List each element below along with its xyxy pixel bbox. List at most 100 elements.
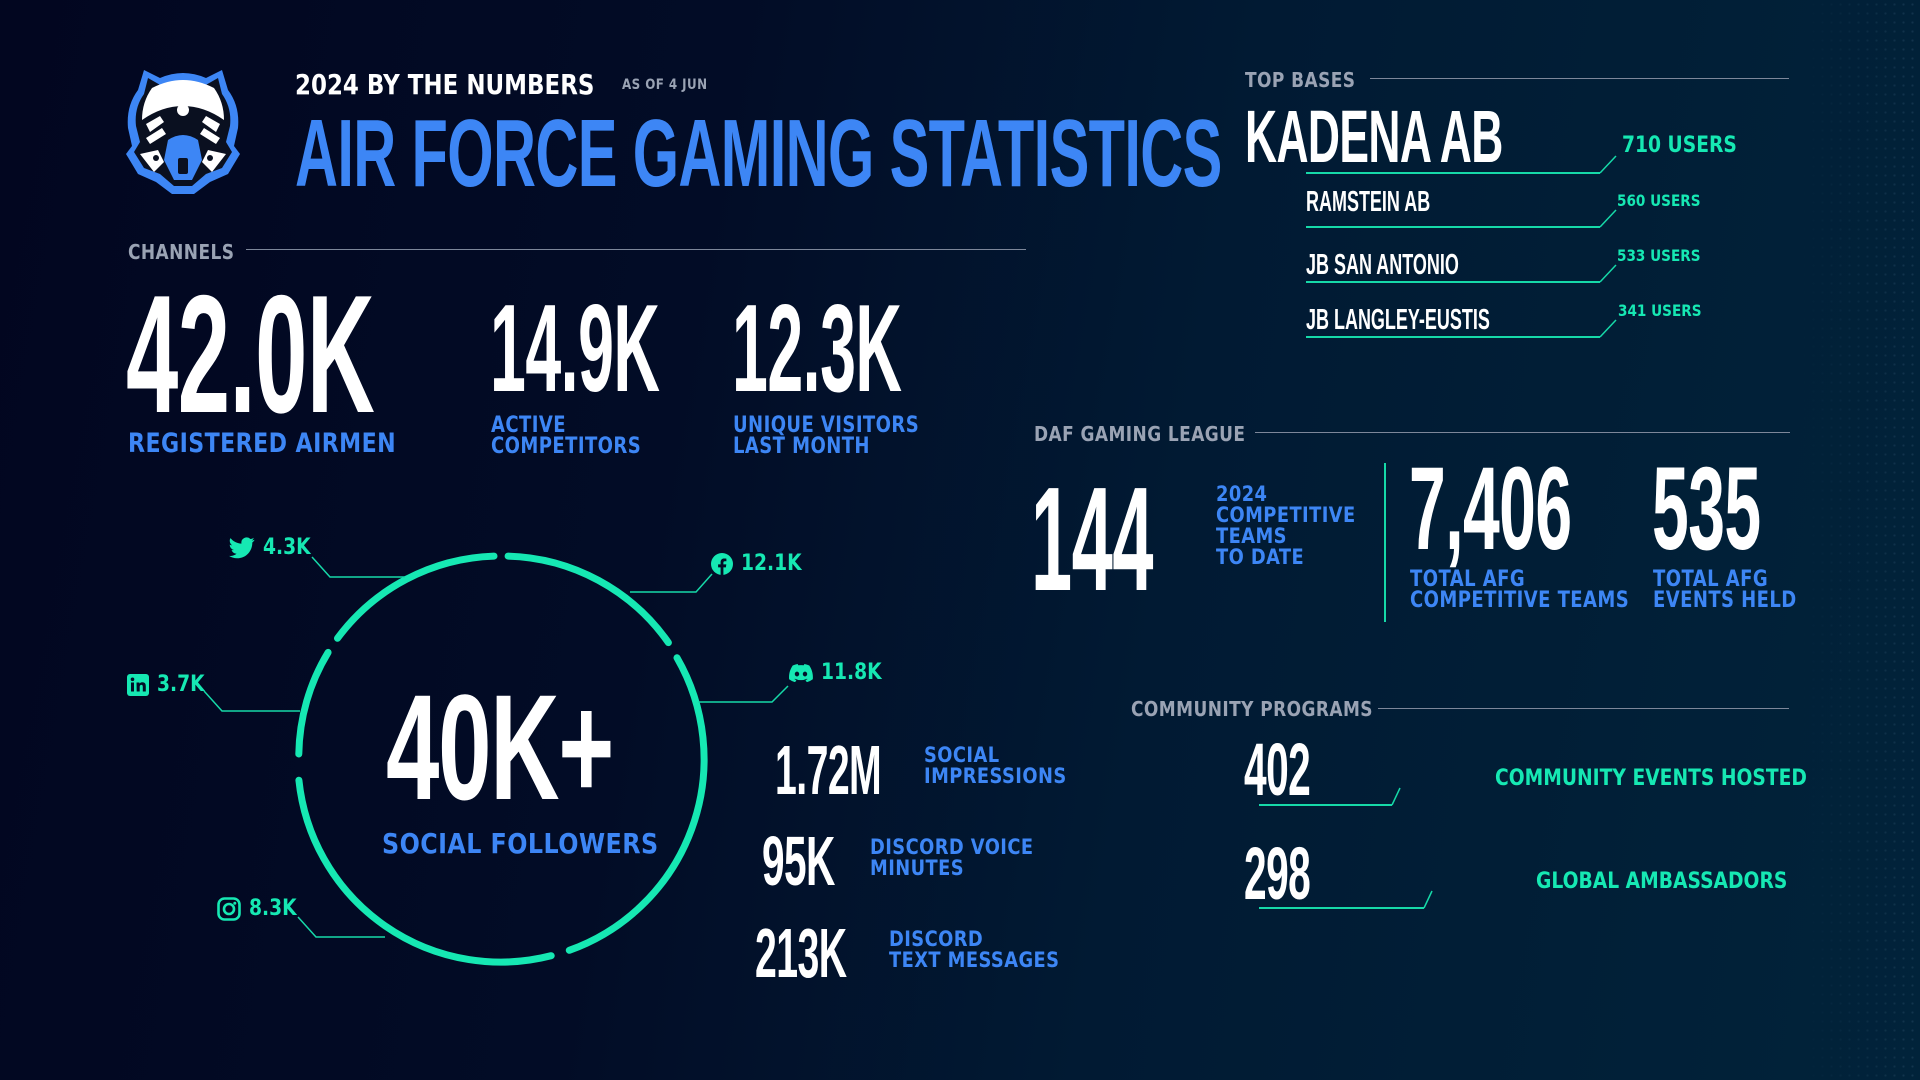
base-underline: [1306, 336, 1600, 338]
leader-discord: [698, 685, 789, 703]
base-users: 710 USERS: [1622, 133, 1737, 158]
stat-discord-text-label: DISCORD TEXT MESSAGES: [889, 928, 1090, 972]
as-of-date: AS OF 4 JUN: [622, 77, 708, 93]
leader-facebook: [630, 573, 713, 593]
stat-label-line: TO DATE: [1216, 545, 1305, 569]
channels-section-label-wrap: CHANNELS: [128, 240, 253, 264]
platform-linkedin: 3.7K: [127, 672, 213, 697]
channels-section-label: CHANNELS: [128, 240, 235, 264]
stat-value: 14.9K: [490, 280, 660, 418]
ring-segment-linkedin: [295, 648, 332, 758]
league-divider: [1255, 432, 1790, 433]
stat-unique-visitors: 12.3K: [732, 287, 1058, 411]
stat-discord-text: 213K: [755, 918, 918, 988]
league-label: DAF GAMING LEAGUE: [1034, 422, 1246, 446]
stat-label-line: MINUTES: [870, 856, 965, 880]
platform-value: 3.7K: [157, 672, 205, 697]
dot-texture: [1800, 0, 1920, 1080]
header-kicker: 2024 BY THE NUMBERS: [295, 68, 595, 101]
stat-community-events-label-wrap: COMMUNITY EVENTS HOSTED: [1495, 766, 1862, 791]
base-name: KADENA AB: [1245, 95, 1503, 178]
stat-value: 402: [1244, 728, 1311, 811]
stat-registered-airmen: 42.0K: [126, 270, 569, 438]
stat-label: GLOBAL AMBASSADORS: [1536, 869, 1788, 894]
base-underline: [1306, 281, 1600, 283]
stat-unique-visitors-label: UNIQUE VISITORS LAST MONTH: [733, 414, 960, 458]
linkedin-icon: [127, 673, 149, 696]
stat-discord-voice: 95K: [762, 826, 887, 896]
stat-2024-teams-label: 2024 COMPETITIVE TEAMS TO DATE: [1216, 483, 1380, 569]
stat-active-competitors: 14.9K: [490, 287, 816, 411]
top-bases-label-wrap: TOP BASES: [1245, 68, 1375, 92]
community-label: COMMUNITY PROGRAMS: [1131, 697, 1373, 721]
base-leader: [1599, 264, 1617, 283]
stat-value: 298: [1244, 832, 1311, 915]
twitter-icon: [229, 536, 255, 558]
base-row-1: KADENA AB: [1245, 100, 1675, 174]
channels-divider: [246, 249, 1026, 250]
stat-label-line: TOTAL AFG: [1653, 567, 1769, 592]
social-total-value: 40K+: [386, 663, 614, 831]
community-label-wrap: COMMUNITY PROGRAMS: [1131, 697, 1416, 721]
base-underline: [1306, 172, 1600, 174]
league-label-wrap: DAF GAMING LEAGUE: [1034, 422, 1283, 446]
base-leader: [1599, 319, 1617, 338]
base-leader: [1599, 155, 1617, 174]
stat-label: COMMUNITY EVENTS HOSTED: [1495, 766, 1807, 791]
page-title: AIR FORCE GAMING STATISTICS: [295, 100, 1222, 207]
stat-label: REGISTERED AIRMEN: [128, 428, 397, 459]
stat-label-line: TEAMS: [1216, 524, 1287, 548]
leader-instagram: [297, 916, 385, 938]
platform-twitter: 4.3K: [229, 535, 319, 560]
stat-label-line: TOTAL AFG: [1410, 567, 1526, 592]
ring-segment-twitter: [334, 552, 498, 642]
league-vertical-divider: [1384, 463, 1386, 622]
platform-discord: 11.8K: [789, 660, 892, 685]
ring-segment-facebook: [504, 552, 672, 647]
stat-label-line: DISCORD: [889, 927, 984, 951]
social-ring-graphic: [203, 552, 789, 966]
base-row-3: JB SAN ANTONIO: [1306, 251, 1553, 280]
stat-value: 7,406: [1409, 443, 1572, 575]
stat-underline: [1259, 907, 1424, 909]
social-total-label: SOCIAL FOLLOWERS: [382, 827, 659, 860]
stat-total-teams-label: TOTAL AFG COMPETITIVE TEAMS: [1410, 568, 1677, 612]
top-bases-label: TOP BASES: [1245, 68, 1356, 92]
leader-linkedin: [203, 690, 300, 712]
base-users: 341 USERS: [1618, 301, 1702, 320]
platform-value: 8.3K: [249, 896, 297, 921]
stat-total-teams: 7,406: [1409, 450, 1699, 568]
stat-underline: [1259, 804, 1392, 806]
stat-social-impressions: 1.72M: [775, 735, 965, 805]
stat-label-line: COMPETITIVE: [1216, 503, 1356, 527]
stat-label-line: 2024: [1216, 482, 1268, 506]
facebook-icon: [711, 552, 733, 575]
stat-value: 12.3K: [732, 280, 902, 418]
stat-global-ambassadors: 298: [1244, 837, 1364, 911]
platform-facebook: 12.1K: [711, 551, 812, 576]
base-underline: [1306, 226, 1600, 228]
stat-global-ambassadors-label-wrap: GLOBAL AMBASSADORS: [1536, 869, 1832, 894]
stat-value: 42.0K: [126, 260, 375, 448]
stat-label-line: DISCORD VOICE: [870, 835, 1034, 859]
base-users-2: 560 USERS: [1617, 191, 1715, 211]
base-users-1: 710 USERS: [1622, 133, 1757, 158]
base-users-4: 341 USERS: [1618, 301, 1716, 321]
stat-total-events: 535: [1652, 450, 1846, 568]
stat-leader: [1391, 787, 1401, 806]
base-row-2: RAMSTEIN AB: [1306, 188, 1506, 217]
base-users: 560 USERS: [1617, 191, 1701, 210]
ring-segment-discord: [565, 654, 708, 954]
base-users: 533 USERS: [1617, 246, 1701, 265]
stat-discord-voice-label: DISCORD VOICE MINUTES: [870, 836, 1062, 880]
stat-2024-teams: 144: [1031, 466, 1275, 614]
logo: [124, 62, 242, 196]
discord-icon: [789, 663, 813, 682]
community-divider: [1378, 708, 1789, 709]
top-bases-divider: [1370, 78, 1789, 79]
base-name: RAMSTEIN AB: [1306, 186, 1431, 218]
header-kicker-row: 2024 BY THE NUMBERS: [295, 68, 660, 101]
stat-label-line: ACTIVE: [491, 413, 566, 438]
stat-value: 213K: [755, 914, 847, 992]
stat-registered-airmen-label-wrap: REGISTERED AIRMEN: [128, 428, 455, 459]
